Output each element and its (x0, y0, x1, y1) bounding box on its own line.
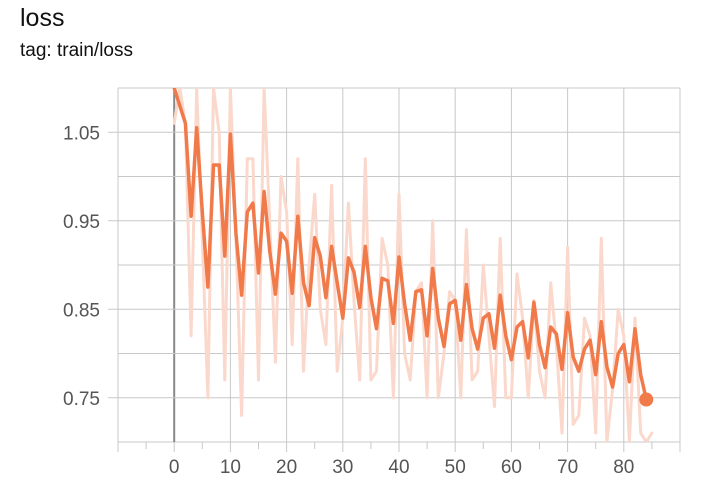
smoothed-series (172, 88, 654, 407)
x-tick-label: 10 (220, 457, 241, 478)
chart-subtitle: tag: train/loss (20, 40, 133, 61)
x-tick-label: 30 (332, 457, 353, 478)
x-tick-label: 20 (276, 457, 297, 478)
last-point-marker (639, 392, 654, 407)
x-tick-label: 70 (557, 457, 578, 478)
raw-series (172, 88, 654, 442)
chart-title: loss (20, 4, 65, 32)
x-tick-label: 0 (169, 457, 180, 478)
tick-labels: 0 10 20 30 40 50 60 70 80 0.75 0.85 0.95 1.05 (63, 123, 634, 478)
x-tick-label: 60 (501, 457, 522, 478)
smoothed-series-line (172, 88, 649, 402)
y-tick-label: 0.85 (63, 300, 100, 321)
y-tick-label: 1.05 (63, 123, 100, 144)
raw-series-line (172, 88, 654, 442)
x-tick-label: 40 (388, 457, 409, 478)
y-tick-label: 0.95 (63, 212, 100, 233)
x-tick-label: 80 (613, 457, 634, 478)
y-tick-label: 0.75 (63, 389, 100, 410)
x-tick-label: 50 (445, 457, 466, 478)
